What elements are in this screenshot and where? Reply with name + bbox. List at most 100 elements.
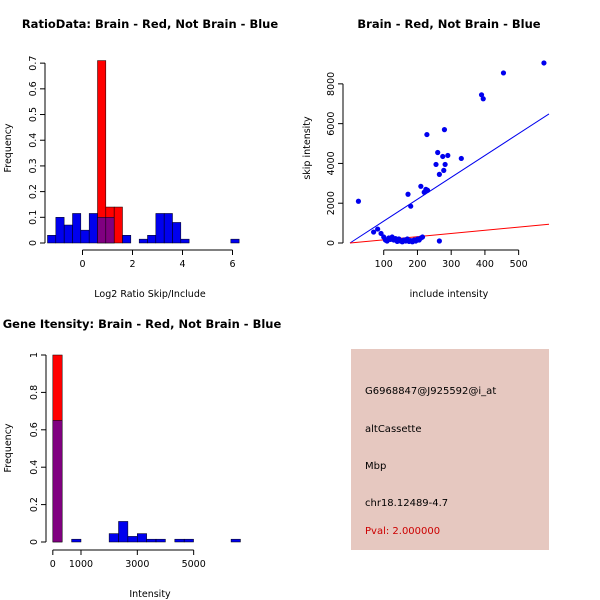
pval-text: Pval: 2.000000 xyxy=(365,526,441,537)
ratio-blue-bar-15 xyxy=(230,238,240,244)
intensity-scatter-panel: Brain - Red, Not Brain - Blue include in… xyxy=(302,17,550,300)
scatter-point-45 xyxy=(436,238,442,244)
scatter-point-43 xyxy=(445,152,451,159)
gene-intensity-bars xyxy=(52,354,241,543)
ratio-x-tick-label-2: 4 xyxy=(179,259,185,270)
scatter-x-tick-label-1: 200 xyxy=(408,259,426,270)
ratio-overlap-bar-7 xyxy=(105,217,115,244)
gene-intensity-title: Gene Itensity: Brain - Red, Not Brain - … xyxy=(3,317,282,331)
gene-intensity-blue-bar-7 xyxy=(155,538,166,543)
scatter-y-tick-label-2: 4000 xyxy=(326,151,337,175)
ratio-blue-bar-2 xyxy=(63,224,73,244)
scatter-title: Brain - Red, Not Brain - Blue xyxy=(357,17,540,31)
scatter-point-36 xyxy=(433,161,439,168)
scatter-point-31 xyxy=(418,183,424,189)
ratio-red-bar-0 xyxy=(97,60,107,244)
ratio-blue-bar-5 xyxy=(88,213,98,244)
scatter-x-tick-label-4: 500 xyxy=(510,259,528,270)
ratio-y-tick-label-7: 0.7 xyxy=(28,56,39,71)
gene-intensity-xlabel: Intensity xyxy=(129,589,171,600)
scatter-point-41 xyxy=(441,127,448,133)
ratio-blue-bar-12 xyxy=(163,213,173,244)
scatter-x-tick-label-2: 300 xyxy=(442,259,460,270)
gene-intensity-y-tick-label-5: 1 xyxy=(29,352,40,358)
gene-intensity-y-tick-label-3: 0.6 xyxy=(29,422,40,437)
ratio-blue-bar-13 xyxy=(172,222,182,244)
scatter-fit-line-blue xyxy=(349,113,550,244)
gene-intensity-blue-bar-6 xyxy=(146,538,157,543)
scatter-point-1 xyxy=(371,229,377,235)
scatter-y-tick-label-4: 8000 xyxy=(326,72,337,96)
scatter-x-tick-label-3: 400 xyxy=(476,259,494,270)
gene-intensity-x-tick-label-2: 3000 xyxy=(125,559,149,570)
scatter-point-40 xyxy=(441,167,447,173)
scatter-ylabel: skip intensity xyxy=(302,116,313,180)
ratio-y-tick-label-1: 0.1 xyxy=(28,210,39,225)
scatter-point-49 xyxy=(541,60,547,66)
scatter-point-2 xyxy=(375,226,381,232)
ratio-y-tick-label-2: 0.2 xyxy=(28,184,39,199)
gene-intensity-blue-bar-4 xyxy=(127,536,138,543)
gene-intensity-x-tick-label-3: 5000 xyxy=(182,559,206,570)
scatter-point-3 xyxy=(378,230,384,237)
gene-name-text: Mbp xyxy=(365,461,387,472)
scatter-point-46 xyxy=(478,92,485,98)
scatter-point-34 xyxy=(424,187,431,193)
ratio-blue-bar-8 xyxy=(122,235,132,244)
scatter-y-tick-label-0: 0 xyxy=(326,240,337,246)
ratio-blue-bar-14 xyxy=(180,238,190,244)
ratio-x-tick-label-3: 6 xyxy=(229,259,235,270)
scatter-points xyxy=(355,60,547,245)
gene-intensity-y-tick-label-0: 0 xyxy=(29,539,40,545)
ratio-histogram-title: RatioData: Brain - Red, Not Brain - Blue xyxy=(22,17,279,31)
ratio-y-tick-label-5: 0.5 xyxy=(28,107,39,122)
scatter-point-42 xyxy=(442,161,448,168)
event-type-text: altCassette xyxy=(365,424,422,435)
scatter-point-30 xyxy=(408,203,414,209)
ratio-y-tick-label-6: 0.6 xyxy=(28,81,39,96)
ratio-histogram-bars xyxy=(47,60,240,244)
scatter-point-47 xyxy=(480,96,486,102)
scatter-axes: 100 200 300 400 500 0 2000 4000 6000 8000 xyxy=(326,72,528,270)
ratio-blue-bar-4 xyxy=(80,229,90,244)
ratio-blue-bar-0 xyxy=(47,235,57,244)
scatter-point-29 xyxy=(405,191,411,197)
gene-intensity-histogram-panel: Gene Itensity: Brain - Red, Not Brain - … xyxy=(3,317,282,600)
ratio-histogram-axes: 0 2 4 6 0 0.1 0.2 0.3 0.4 0.5 0.6 0.7 xyxy=(28,56,236,270)
gene-intensity-ylabel: Frequency xyxy=(3,423,14,472)
ratio-histogram-ylabel: Frequency xyxy=(3,123,14,172)
probe-id-text: G6968847@J925592@i_at xyxy=(365,386,497,397)
scatter-point-0 xyxy=(355,198,362,204)
ratio-histogram-panel: RatioData: Brain - Red, Not Brain - Blue… xyxy=(3,17,278,300)
scatter-point-28 xyxy=(397,238,404,244)
gene-info-panel: G6968847@J925592@i_at altCassette Mbp ch… xyxy=(351,349,549,550)
gene-intensity-x-tick-label-0: 0 xyxy=(50,559,56,570)
ratio-y-tick-label-4: 0.4 xyxy=(28,133,39,148)
gene-intensity-axes: 0 1000 3000 5000 0 0.2 0.4 0.6 0.8 1 xyxy=(29,352,206,570)
gene-intensity-blue-bar-8 xyxy=(174,538,185,543)
ratio-overlap-bar-6 xyxy=(97,217,107,244)
ratio-x-tick-label-1: 2 xyxy=(129,259,135,270)
ratio-blue-bar-1 xyxy=(55,217,65,244)
gene-intensity-x-tick-label-1: 1000 xyxy=(69,559,93,570)
ratio-y-tick-label-0: 0 xyxy=(28,240,39,246)
ratio-blue-bar-3 xyxy=(72,213,82,244)
scatter-point-27 xyxy=(419,234,426,240)
gene-intensity-y-tick-label-1: 0.2 xyxy=(29,497,40,512)
gene-intensity-blue-bar-3 xyxy=(118,521,129,543)
scatter-point-37 xyxy=(435,149,441,156)
scatter-xlabel: include intensity xyxy=(410,289,489,300)
scatter-point-38 xyxy=(436,171,442,177)
scatter-y-tick-label-1: 2000 xyxy=(326,191,337,215)
scatter-x-tick-label-0: 100 xyxy=(375,259,393,270)
gene-intensity-blue-bar-2 xyxy=(108,533,119,543)
scatter-point-48 xyxy=(500,70,507,76)
scatter-fit-lines xyxy=(349,113,550,244)
ratio-x-tick-label-0: 0 xyxy=(79,259,85,270)
ratio-blue-bar-9 xyxy=(138,238,148,244)
scatter-y-tick-label-3: 6000 xyxy=(326,112,337,136)
scatter-point-44 xyxy=(458,155,464,162)
ratio-y-tick-label-3: 0.3 xyxy=(28,158,39,173)
ratio-red-bar-2 xyxy=(113,206,123,244)
